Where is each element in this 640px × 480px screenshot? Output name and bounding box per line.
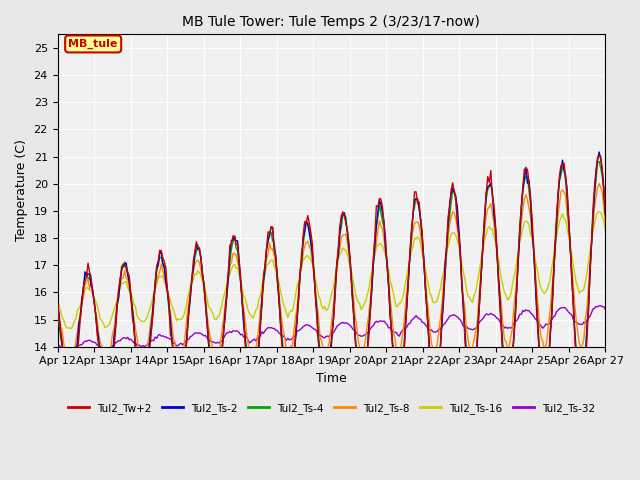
Legend: Tul2_Tw+2, Tul2_Ts-2, Tul2_Ts-4, Tul2_Ts-8, Tul2_Ts-16, Tul2_Ts-32: Tul2_Tw+2, Tul2_Ts-2, Tul2_Ts-4, Tul2_Ts… — [63, 399, 599, 418]
Text: MB_tule: MB_tule — [68, 39, 118, 49]
Title: MB Tule Tower: Tule Temps 2 (3/23/17-now): MB Tule Tower: Tule Temps 2 (3/23/17-now… — [182, 15, 480, 29]
Y-axis label: Temperature (C): Temperature (C) — [15, 140, 28, 241]
X-axis label: Time: Time — [316, 372, 347, 385]
